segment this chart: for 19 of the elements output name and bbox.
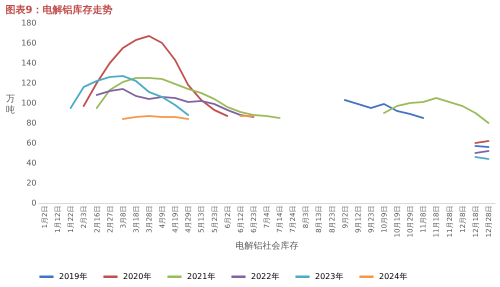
y-tick-label: 80 <box>26 118 36 128</box>
y-tick-label: 140 <box>21 58 36 68</box>
y-tick-label: 100 <box>21 98 36 108</box>
y-tick-label: 120 <box>21 78 36 88</box>
x-axis-title: 电解铝社会库存 <box>236 240 298 252</box>
legend-label: 2019年 <box>59 272 88 281</box>
y-axis-title: 万吨 <box>6 94 15 116</box>
chart-title: 图表9：电解铝库存走势 <box>6 4 112 16</box>
legend-label: 2024年 <box>379 272 408 281</box>
y-tick-label: 180 <box>21 18 36 28</box>
y-tick-label: 40 <box>26 158 36 168</box>
legend-label: 2020年 <box>123 272 152 281</box>
y-tick-label: 160 <box>21 38 36 48</box>
legend-label: 2023年 <box>315 272 344 281</box>
y-tick-label: 60 <box>26 138 36 148</box>
y-tick-label: 0 <box>31 198 36 208</box>
legend-label: 2021年 <box>187 272 216 281</box>
y-tick-label: 20 <box>26 178 36 188</box>
legend-label: 2022年 <box>251 272 280 281</box>
